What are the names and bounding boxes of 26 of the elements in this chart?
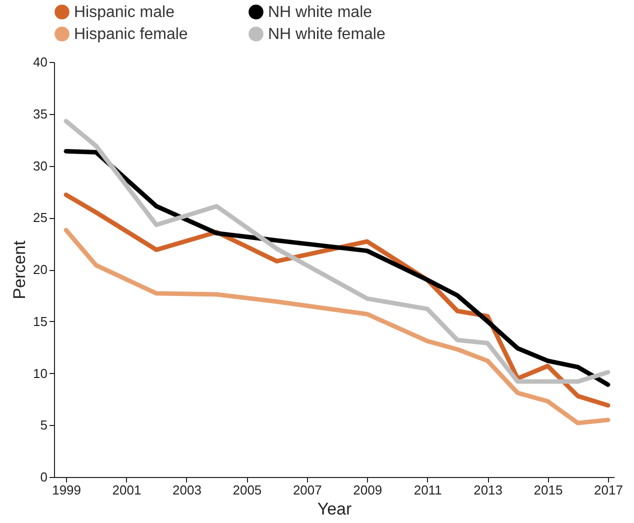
- y-tick-label: 5: [40, 418, 48, 433]
- x-tick-label: 2001: [112, 482, 142, 498]
- legend-label: NH white male: [268, 4, 372, 21]
- x-tick-label: 1999: [52, 482, 82, 498]
- legend-label: NH white female: [268, 26, 386, 43]
- x-tick-label: 2007: [292, 482, 322, 498]
- x-tick-label: 2009: [353, 482, 382, 498]
- y-tick-label: 40: [33, 54, 48, 70]
- x-tick-label: 2003: [172, 482, 202, 498]
- x-tick-label: 2013: [474, 482, 503, 498]
- y-tick-label: 0: [40, 470, 48, 484]
- x-tick-label: 2005: [232, 482, 262, 498]
- y-axis-title: Percent: [10, 240, 30, 300]
- x-axis-title: Year: [317, 500, 352, 518]
- y-tick-label: 25: [33, 210, 48, 226]
- y-tick-label: 20: [33, 262, 48, 277]
- legend-label: Hispanic male: [74, 4, 175, 21]
- y-tick-label: 30: [33, 158, 48, 174]
- x-tick-label: 2017: [594, 482, 623, 498]
- y-tick-label: 15: [33, 314, 48, 329]
- y-tick-label: 35: [33, 106, 48, 122]
- y-tick-label: 10: [33, 366, 48, 381]
- legend-label: Hispanic female: [74, 26, 188, 43]
- x-tick-label: 2015: [534, 482, 563, 498]
- x-tick-label: 2011: [414, 482, 442, 498]
- line-series: [64, 228, 610, 426]
